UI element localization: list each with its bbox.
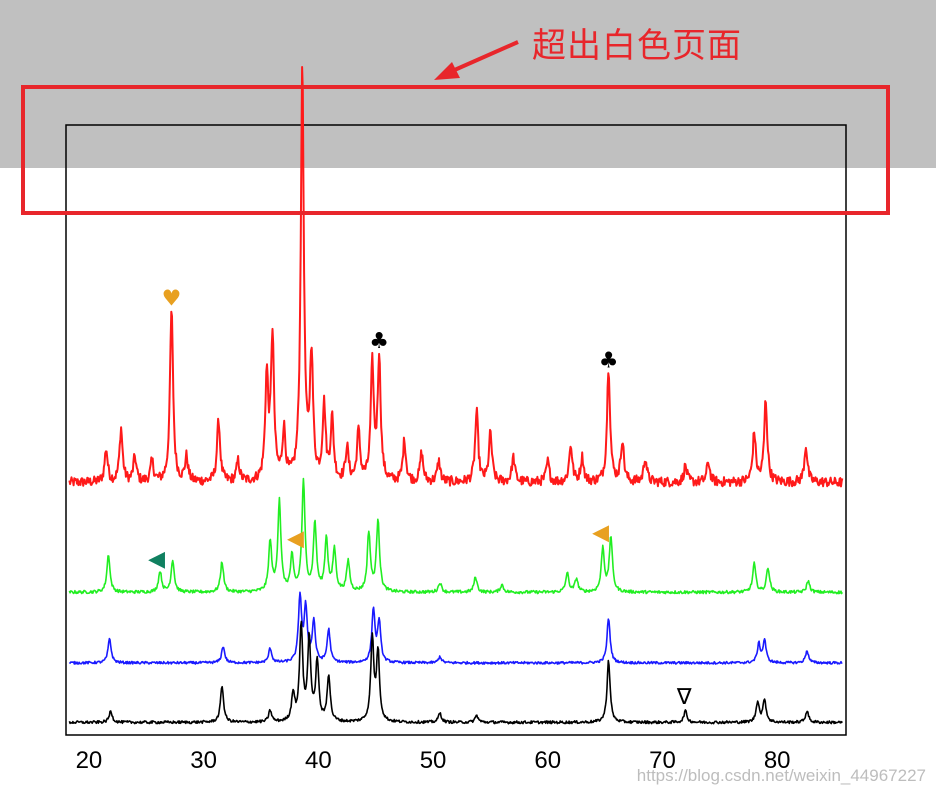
peak-symbol-4: ◀ [287, 527, 304, 552]
gray-overflow-band [0, 0, 936, 168]
x-tick-label-20: 20 [76, 747, 103, 774]
series-line-blue [68, 591, 843, 665]
series-line-red [68, 66, 844, 488]
series-line-green [68, 477, 843, 595]
x-tick-label-50: 50 [420, 747, 447, 774]
symbol-layer: ♥ ♣ ♣ ◀ ◀ ◀ ∇ [148, 287, 692, 710]
series-line-black [68, 620, 843, 725]
plot-frame [65, 124, 847, 736]
x-tick-label-60: 60 [534, 747, 561, 774]
annotation-text: 超出白色页面 [532, 26, 742, 66]
peak-symbol-0: ♥ [162, 287, 182, 312]
x-tick-layer: 20 30 40 50 60 70 80 [76, 747, 791, 774]
x-tick-label-30: 30 [190, 747, 217, 774]
peak-symbol-3: ◀ [148, 547, 165, 572]
x-tick-label-70: 70 [649, 747, 676, 774]
peak-symbol-6: ∇ [676, 685, 692, 710]
annotation-arrow [434, 40, 519, 80]
series-layer [68, 66, 844, 725]
x-tick-label-80: 80 [764, 747, 791, 774]
x-tick-label-40: 40 [305, 747, 332, 774]
peak-symbol-2: ♣ [599, 348, 619, 373]
watermark: https://blog.csdn.net/weixin_44967227 [636, 766, 926, 785]
peak-symbol-5: ◀ [592, 520, 609, 545]
peak-symbol-1: ♣ [369, 329, 389, 354]
overflow-highlight-box [21, 85, 890, 215]
